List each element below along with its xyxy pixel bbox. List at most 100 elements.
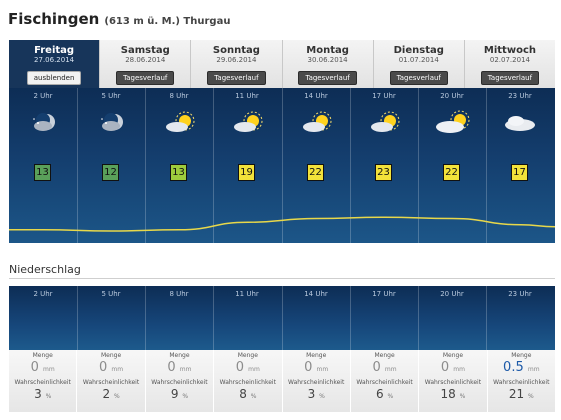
precip-cell: Menge 0 mm Wahrscheinlichkeit 3 % xyxy=(282,350,351,412)
unit-percent: % xyxy=(387,393,394,400)
amount-value: 0 mm xyxy=(283,360,350,377)
probability-value: 3 % xyxy=(9,387,76,404)
tab-date-label: 29.06.2014 xyxy=(216,56,257,64)
precip-cell: Menge 0 mm Wahrscheinlichkeit 18 % xyxy=(419,350,488,412)
probability-number: 18 xyxy=(440,387,456,401)
column-divider xyxy=(282,286,283,350)
tab-date-label: 01.07.2014 xyxy=(398,56,439,64)
amount-value: 0 mm xyxy=(419,360,486,377)
unit-mm: mm xyxy=(248,366,260,373)
hour-label: 8 Uhr xyxy=(169,92,189,100)
hour-label: 5 Uhr xyxy=(101,290,121,298)
probability-label: Wahrscheinlichkeit xyxy=(14,379,71,386)
unit-percent: % xyxy=(319,393,325,400)
amount-label: Menge xyxy=(306,352,327,359)
column-divider xyxy=(418,286,419,350)
column-divider xyxy=(282,88,283,243)
temperature-badge: 22 xyxy=(443,164,460,181)
precip-cell: Menge 0 mm Wahrscheinlichkeit 8 % xyxy=(214,350,283,412)
tab-date-label: 30.06.2014 xyxy=(307,56,348,64)
location-name: Fischingen xyxy=(8,10,100,28)
hide-button[interactable]: ausblenden xyxy=(26,71,82,85)
tab-day-label: Samstag xyxy=(120,45,170,56)
hour-label: 17 Uhr xyxy=(372,92,396,100)
day-course-button[interactable]: Tagesverlauf xyxy=(116,71,175,85)
probability-number: 2 xyxy=(102,387,111,401)
tab-date-label: 02.07.2014 xyxy=(489,56,530,64)
probability-value: 9 % xyxy=(146,387,213,404)
probability-label: Wahrscheinlichkeit xyxy=(493,379,550,386)
unit-percent: % xyxy=(113,393,120,400)
amount-label: Menge xyxy=(237,352,258,359)
temperature-badge: 23 xyxy=(375,164,392,181)
moon-cloud-icon xyxy=(33,113,55,131)
hour-label: 17 Uhr xyxy=(372,290,396,298)
amount-number: 0 xyxy=(30,360,39,375)
day-course-button[interactable]: Tagesverlauf xyxy=(480,71,540,85)
column-divider xyxy=(213,88,214,243)
column-divider xyxy=(77,286,78,350)
hourly-forecast-panel: 2 Uhr 5 Uhr 8 Uhr 11 Uhr 14 Uhr 17 Uhr 2… xyxy=(9,88,555,243)
sun-cloud-icon xyxy=(371,111,400,132)
day-course-button[interactable]: Tagesverlauf xyxy=(298,71,357,85)
unit-mm: mm xyxy=(384,366,397,373)
tab-sunday[interactable]: Sonntag 29.06.2014 Tagesverlauf xyxy=(191,40,283,88)
tab-day-label: Sonntag xyxy=(212,45,260,56)
amount-value: 0 mm xyxy=(214,360,281,377)
day-course-button[interactable]: Tagesverlauf xyxy=(207,71,266,85)
amount-label: Menge xyxy=(100,352,122,359)
probability-value: 21 % xyxy=(488,387,555,404)
amount-value: 0.5 mm xyxy=(488,360,555,377)
amount-number: 0 xyxy=(235,360,245,375)
sun-cloud-icon xyxy=(234,111,263,132)
probability-value: 6 % xyxy=(351,387,418,404)
page-title: Fischingen (613 m ü. M.) Thurgau xyxy=(8,9,230,28)
temperature-badge: 13 xyxy=(34,164,51,181)
amount-number: 0 xyxy=(372,360,381,375)
probability-value: 8 % xyxy=(214,387,281,404)
sun-cloud-icon xyxy=(436,110,470,133)
amount-number: 0.5 xyxy=(503,360,524,375)
amount-value: 0 mm xyxy=(146,360,213,377)
probability-label: Wahrscheinlichkeit xyxy=(82,379,140,386)
tab-saturday[interactable]: Samstag 28.06.2014 Tagesverlauf xyxy=(100,40,192,88)
column-divider xyxy=(213,286,214,350)
unit-percent: % xyxy=(182,393,189,400)
tab-wednesday[interactable]: Mittwoch 02.07.2014 Tagesverlauf xyxy=(464,40,556,88)
hour-label: 23 Uhr xyxy=(508,290,532,298)
column-divider xyxy=(486,88,487,243)
hour-label: 20 Uhr xyxy=(440,290,464,298)
column-divider xyxy=(145,286,146,350)
hour-label: 20 Uhr xyxy=(440,92,464,100)
amount-label: Menge xyxy=(374,352,395,359)
amount-number: 0 xyxy=(99,360,108,375)
precipitation-stats: Menge 0 mm Wahrscheinlichkeit 3 % Menge … xyxy=(9,350,555,412)
tab-day-label: Dienstag xyxy=(393,45,444,56)
cloud-icon xyxy=(505,116,535,131)
probability-label: Wahrscheinlichkeit xyxy=(424,379,482,386)
amount-label: Menge xyxy=(511,352,532,359)
precip-cell: Menge 0 mm Wahrscheinlichkeit 2 % xyxy=(77,350,146,412)
amount-value: 0 mm xyxy=(351,360,418,377)
sun-cloud-icon xyxy=(303,111,332,132)
tab-tuesday[interactable]: Dienstag 01.07.2014 Tagesverlauf xyxy=(373,40,465,88)
hour-label: 8 Uhr xyxy=(169,290,189,298)
temperature-badge: 22 xyxy=(307,164,324,181)
precip-cell: Menge 0 mm Wahrscheinlichkeit 9 % xyxy=(145,350,215,412)
tab-friday[interactable]: Freitag 27.06.2014 ausblenden xyxy=(9,40,101,88)
unit-mm: mm xyxy=(111,366,124,373)
unit-mm: mm xyxy=(316,366,329,373)
temperature-badge: 17 xyxy=(511,164,528,181)
hour-label: 14 Uhr xyxy=(304,92,328,100)
unit-percent: % xyxy=(459,393,466,400)
probability-label: Wahrscheinlichkeit xyxy=(356,379,413,386)
column-divider xyxy=(77,88,78,243)
precip-cell: Menge 0 mm Wahrscheinlichkeit 3 % xyxy=(9,350,78,412)
section-divider xyxy=(9,278,555,279)
tab-monday[interactable]: Montag 30.06.2014 Tagesverlauf xyxy=(282,40,374,88)
probability-number: 3 xyxy=(307,387,316,401)
day-course-button[interactable]: Tagesverlauf xyxy=(389,71,448,85)
amount-label: Menge xyxy=(32,352,53,359)
day-tabs: Freitag 27.06.2014 ausblenden Samstag 28… xyxy=(9,40,556,88)
probability-number: 3 xyxy=(34,387,42,401)
